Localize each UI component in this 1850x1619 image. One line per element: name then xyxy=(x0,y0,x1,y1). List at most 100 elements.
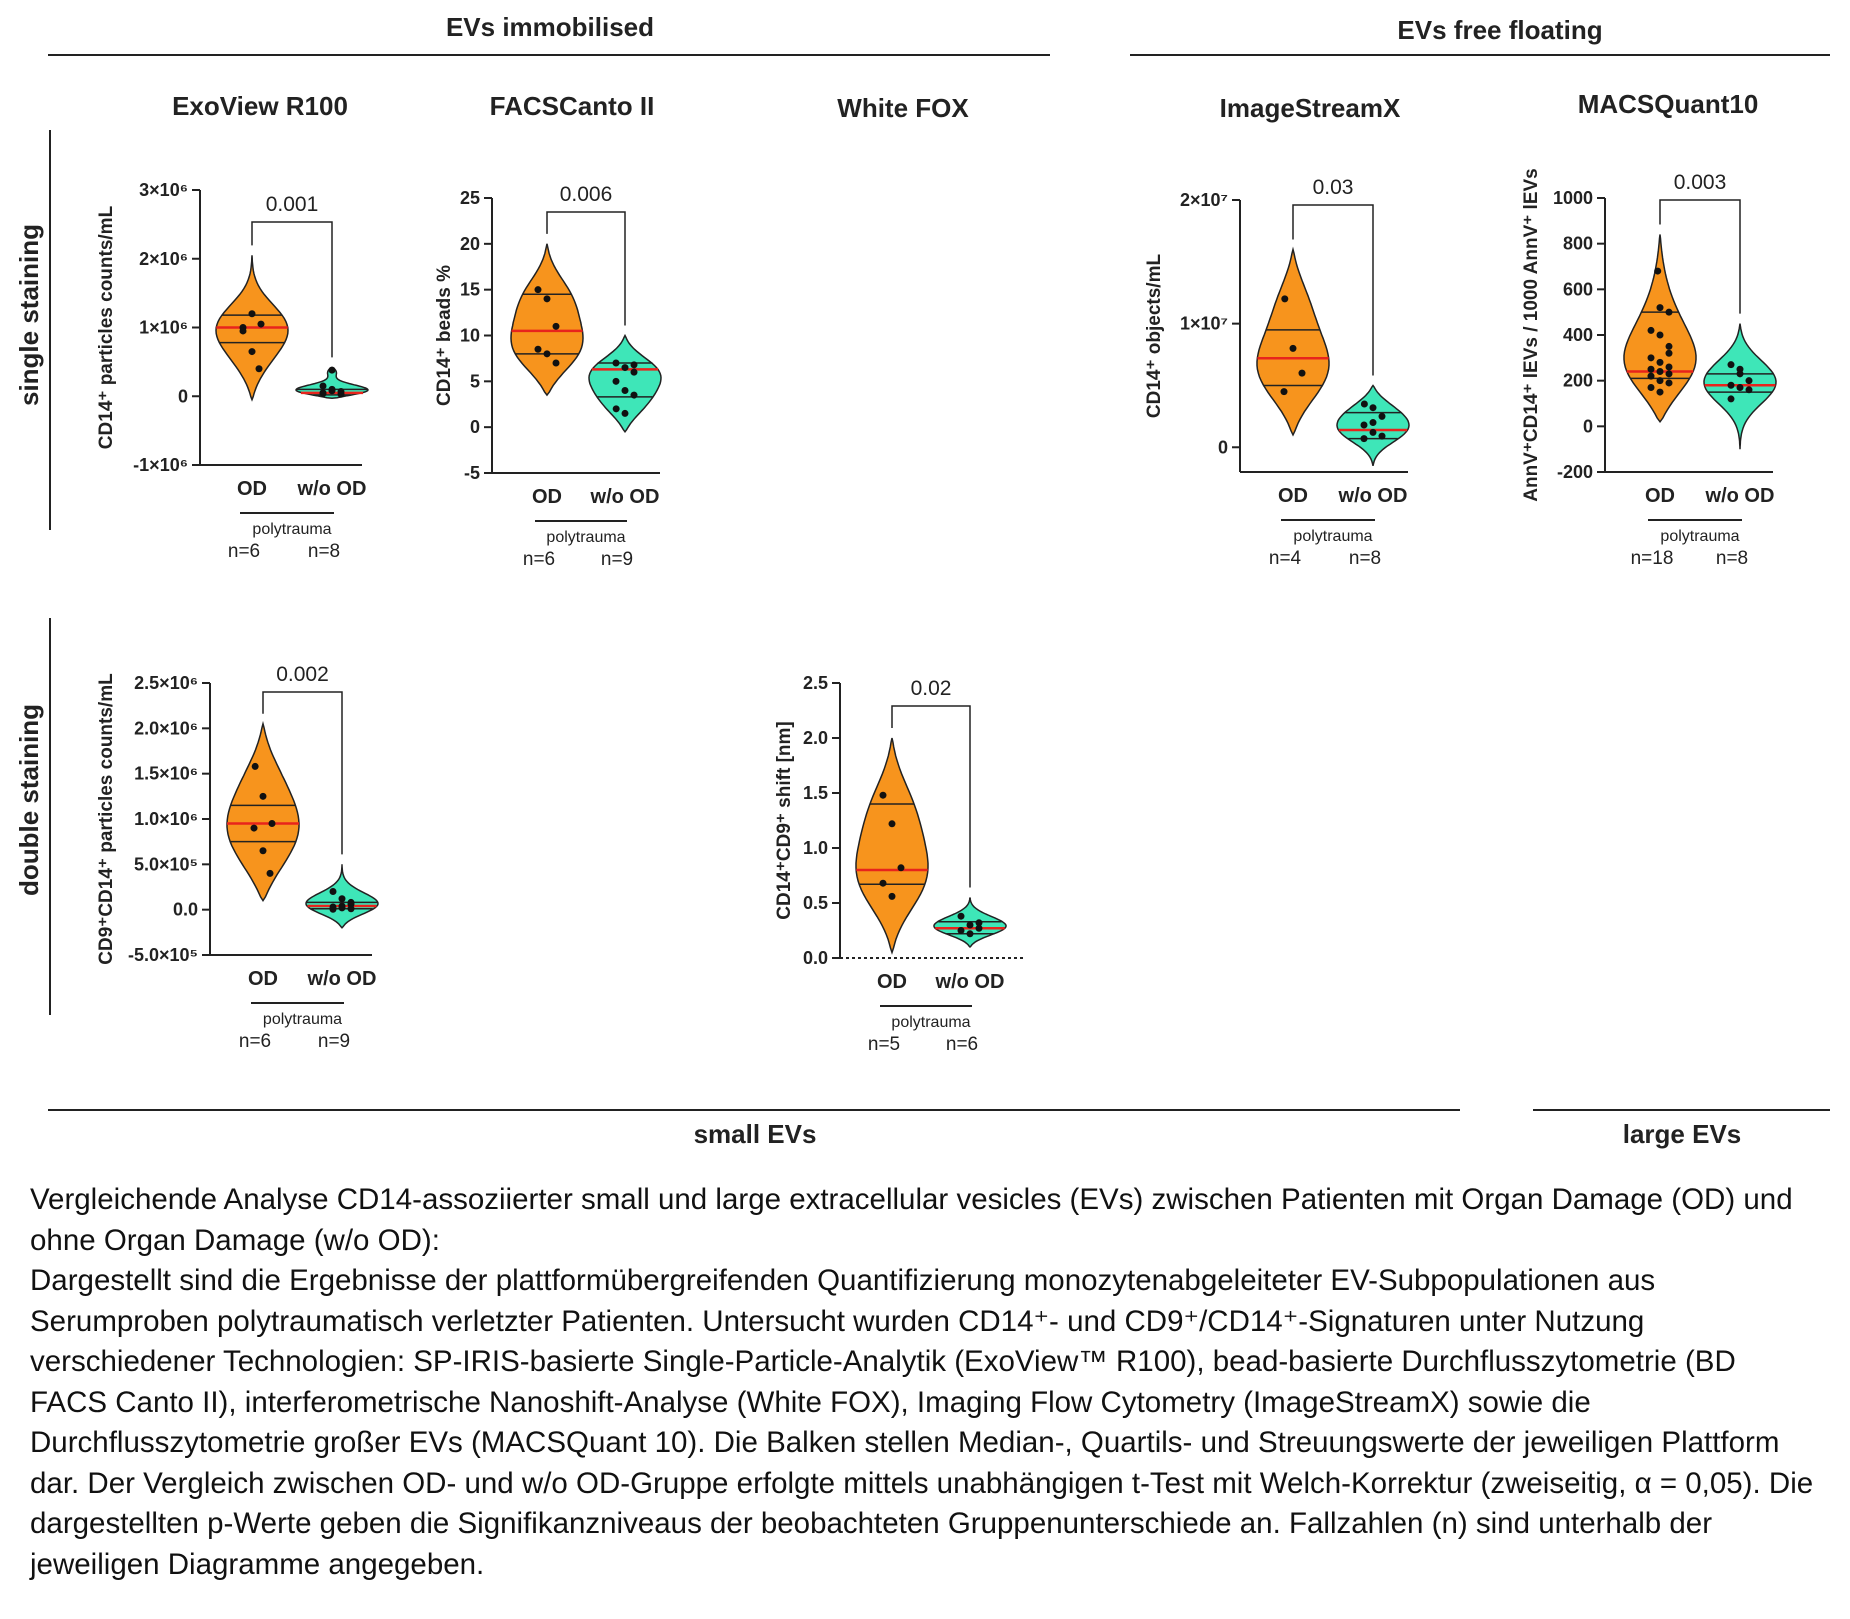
data-point xyxy=(621,409,629,417)
data-point xyxy=(338,895,346,903)
data-point xyxy=(888,892,896,900)
data-point xyxy=(897,864,905,872)
data-point xyxy=(329,888,337,896)
data-point xyxy=(1656,377,1664,385)
data-point xyxy=(1665,308,1673,316)
data-point xyxy=(966,930,974,938)
data-point xyxy=(534,345,542,353)
data-point xyxy=(975,919,983,927)
data-point xyxy=(329,905,337,913)
data-point xyxy=(1360,400,1368,408)
data-point xyxy=(251,762,259,770)
y-tick-label: 1×10⁶ xyxy=(139,318,188,338)
x-category-label: OD xyxy=(877,971,907,993)
y-tick-label: 0 xyxy=(1218,437,1228,457)
data-point xyxy=(1736,365,1744,373)
group-label: polytrauma xyxy=(546,529,625,546)
data-point xyxy=(612,377,620,385)
data-point xyxy=(338,902,346,910)
data-point xyxy=(552,359,560,367)
data-point xyxy=(1289,344,1297,352)
data-point xyxy=(255,365,263,373)
data-point xyxy=(630,391,638,399)
platform-title-exoview: ExoView R100 xyxy=(172,91,348,121)
y-tick-label: 2.5×10⁶ xyxy=(134,673,198,693)
group-label: polytrauma xyxy=(263,1011,342,1028)
figure-caption: Vergleichende Analyse CD14-assoziierter … xyxy=(30,1180,1820,1585)
data-point xyxy=(1647,372,1655,380)
data-point xyxy=(259,847,267,855)
data-point xyxy=(1378,412,1386,420)
x-category-label: w/o OD xyxy=(590,486,660,508)
x-category-label: OD xyxy=(248,968,278,990)
data-point xyxy=(1647,326,1655,334)
significance-bracket xyxy=(1292,204,1374,376)
violin-chart-exoview-single: -1×10⁶ 0 1×10⁶ 2×10⁶ 3×10⁶ CD14⁺ particles co… xyxy=(96,180,369,562)
n-label: n=5 xyxy=(868,1034,900,1055)
platform-title-whitefox: White FOX xyxy=(837,93,969,123)
x-category-label: w/o OD xyxy=(307,968,377,990)
y-tick-label: 2×10⁶ xyxy=(139,249,188,269)
data-point xyxy=(257,320,265,328)
y-tick-label: -5.0×10⁵ xyxy=(128,945,198,965)
y-tick-label: 10 xyxy=(460,326,480,346)
n-label: n=6 xyxy=(228,541,260,562)
p-value-label: 0.003 xyxy=(1674,171,1727,194)
data-point xyxy=(1727,395,1735,403)
data-point xyxy=(248,348,256,356)
y-tick-label: -1×10⁶ xyxy=(133,455,188,475)
data-point xyxy=(239,327,247,335)
y-tick-label: 600 xyxy=(1563,279,1593,299)
group-label: polytrauma xyxy=(891,1014,970,1031)
y-tick-label: 1×10⁷ xyxy=(1180,314,1228,334)
x-category-label: OD xyxy=(1278,485,1308,507)
data-point xyxy=(1656,368,1664,376)
caption-body: Dargestellt sind die Ergebnisse der plat… xyxy=(30,1264,1814,1581)
y-tick-label: 1000 xyxy=(1553,188,1593,208)
p-value-label: 0.001 xyxy=(266,193,319,216)
x-category-label: w/o OD xyxy=(297,478,367,500)
significance-bracket xyxy=(1659,199,1741,314)
data-point xyxy=(1647,365,1655,373)
footer-small-evs: small EVs xyxy=(694,1119,817,1149)
y-tick-label: 0.0 xyxy=(803,948,828,968)
violin-chart-facscanto-single: -5 0 5 10 15 20 25 CD14⁺ beads % OD n=6 w/o OD n=9 p… xyxy=(434,183,662,570)
data-point xyxy=(1378,432,1386,440)
x-category-label: w/o OD xyxy=(1338,485,1408,507)
data-point xyxy=(1369,428,1377,436)
y-axis-label: CD14⁺ objects/mL xyxy=(1144,254,1165,419)
data-point xyxy=(543,295,551,303)
significance-bracket xyxy=(891,705,971,888)
data-point xyxy=(347,898,355,906)
violin-od xyxy=(855,737,929,955)
data-point xyxy=(259,792,267,800)
data-point xyxy=(966,921,974,929)
n-label: n=6 xyxy=(946,1034,978,1055)
y-tick-label: 20 xyxy=(460,234,480,254)
significance-bracket xyxy=(546,211,626,326)
data-point xyxy=(347,905,355,913)
header-evs-free-floating: EVs free floating xyxy=(1397,15,1602,45)
significance-bracket xyxy=(251,221,333,358)
y-tick-label: 5.0×10⁵ xyxy=(134,854,198,874)
n-label: n=18 xyxy=(1631,548,1674,569)
n-label: n=9 xyxy=(601,549,633,570)
data-point xyxy=(328,366,336,374)
data-point xyxy=(879,879,887,887)
n-label: n=4 xyxy=(1269,548,1302,569)
data-point xyxy=(1736,384,1744,392)
violin-chart-macsquant-single: -200 0 200 400 600 800 1000 AnnV⁺CD14⁺ lEVs / 1… xyxy=(1521,168,1777,569)
p-value-label: 0.03 xyxy=(1313,176,1354,199)
violin-chart-imagestream-single: 0 1×10⁷ 2×10⁷ CD14⁺ objects/mL OD n=4 w/o OD n=… xyxy=(1144,176,1410,569)
n-label: n=8 xyxy=(1349,548,1381,569)
group-label: polytrauma xyxy=(1293,528,1372,545)
y-tick-label: 1.5×10⁶ xyxy=(134,764,198,784)
violin-chart-exoview-double: -5.0×10⁵ 0.0 5.0×10⁵ 1.0×10⁶ 1.5×10⁶ 2.0×10⁶ 2… xyxy=(96,663,379,1052)
y-tick-label: -200 xyxy=(1557,462,1593,482)
data-point xyxy=(1360,421,1368,429)
data-point xyxy=(888,820,896,828)
y-tick-label: 400 xyxy=(1563,325,1593,345)
x-category-label: w/o OD xyxy=(1705,485,1775,507)
y-tick-label: 1.0 xyxy=(803,838,828,858)
data-point xyxy=(1280,388,1288,396)
